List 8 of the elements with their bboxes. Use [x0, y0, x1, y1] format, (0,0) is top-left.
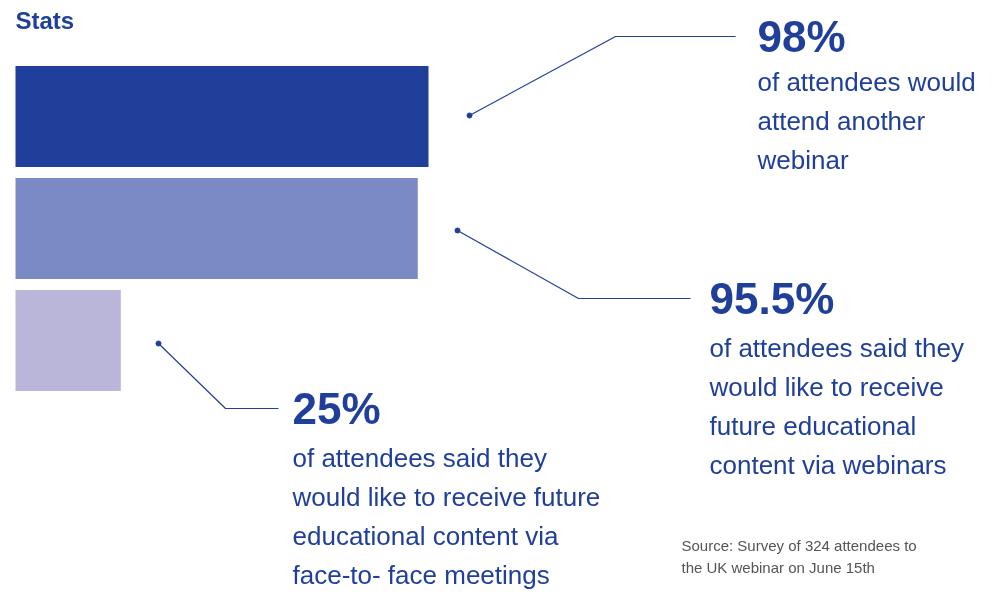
text: 98%: [757, 12, 846, 61]
text: of attendees said they would like to receive future educational content via face-to- face meetings: [291, 442, 601, 590]
source-note: Source: Survey of 324 attendees to the UK webinar on June 15th: [681, 536, 917, 576]
text: 95.5%: [709, 274, 835, 323]
text: of attendees said they would like to receive future educational content via webinars: [708, 332, 964, 480]
text: of attendees would attend another webinar: [756, 66, 976, 175]
chart-title: Stats: [15, 7, 75, 34]
annotation: 25%: [292, 384, 381, 433]
